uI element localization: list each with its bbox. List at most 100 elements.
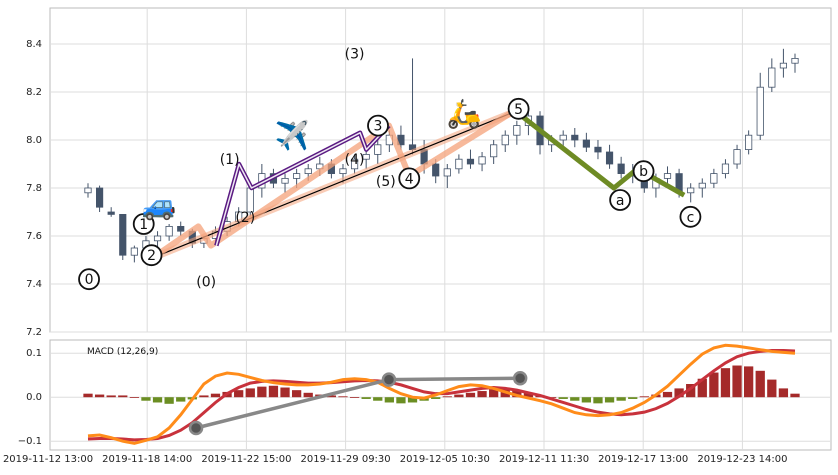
candle-body (281, 177, 289, 184)
macd-histogram-bar (778, 388, 789, 398)
x-tick-label: 2019-11-12 13:00 (3, 454, 93, 465)
macd-histogram-bar (639, 396, 649, 398)
wave-label-layer: 0 1 2 3 4 5 ab c (0) (1) (2) (3) (4) (5) 🚙 ✈️ 🛵 (78, 47, 702, 291)
macd-histogram-bar (558, 397, 568, 399)
macd-layer (83, 343, 800, 445)
candle-body (177, 225, 185, 232)
candle-body (432, 163, 440, 177)
macd-histogram-bar (118, 395, 128, 398)
price-y-tick-label: 7.8 (26, 183, 42, 194)
macd-y-tick-label: −0.1 (18, 436, 42, 447)
price-y-tick-label: 8.4 (26, 39, 42, 50)
candle-body (107, 211, 115, 215)
macd-histogram-bar (176, 397, 186, 402)
x-tick-label: 2019-11-18 14:00 (102, 454, 192, 465)
macd-histogram-bar (790, 393, 800, 398)
wave-label-text: (3) (345, 47, 365, 63)
candle-body (687, 187, 695, 194)
macd-histogram-bar (291, 390, 302, 398)
macd-histogram-bar (164, 397, 174, 404)
macd-histogram-bar (697, 378, 707, 398)
wave-label-text: b (639, 164, 648, 180)
candle-body (513, 125, 521, 136)
macd-histogram-bar (199, 395, 209, 398)
candle-body (165, 225, 173, 237)
macd-histogram-bar (720, 368, 731, 398)
candle-body (362, 153, 370, 160)
wave-label-circle (140, 244, 163, 267)
wave-label-circle (609, 189, 632, 211)
price-y-tick-label: 7.4 (26, 279, 42, 290)
macd-title: MACD (12,26,9) (87, 347, 158, 357)
macd-histogram-bar (338, 396, 348, 398)
macd-y-tick-label: 0.1 (26, 348, 42, 359)
macd-histogram-bar (593, 397, 603, 404)
macd-histogram-bar (210, 393, 221, 398)
candle-body (84, 187, 92, 194)
macd-histogram-bar (489, 389, 499, 398)
macd-histogram-bar (581, 397, 592, 403)
macd-histogram-bar (152, 397, 163, 403)
macd-histogram-bar (141, 397, 151, 401)
candle-body (350, 158, 359, 170)
candle-body (490, 144, 498, 158)
wave-line-salmon (151, 111, 512, 261)
wave-label-text: 5 (514, 102, 523, 118)
candle-body (733, 149, 741, 165)
price-y-tick-label: 7.2 (26, 327, 42, 338)
macd-histogram-bar (744, 366, 754, 398)
macd-histogram-bar (431, 397, 441, 399)
candle-body (605, 151, 614, 165)
candle-body (304, 168, 312, 175)
candle-body (710, 173, 718, 184)
overlay-layer (149, 110, 686, 262)
wave-label-text: (1) (220, 152, 240, 168)
price-y-tick-label: 7.6 (26, 231, 42, 242)
candle-body (745, 134, 753, 150)
scooter-marker-icon: 🛵 (446, 97, 481, 130)
wave-label-text: 2 (147, 248, 156, 264)
macd-histogram-bar (465, 392, 476, 398)
macd-histogram-bar (477, 391, 487, 398)
wave-label-circle (632, 160, 655, 183)
axis-layer: 2019-11-12 13:00 2019-11-18 14:00 2019-11-… (3, 39, 788, 465)
wave-label-circle (507, 97, 530, 120)
macd-histogram-bar (268, 385, 279, 398)
macd-histogram-bar (94, 394, 105, 398)
wave-line-purple-inner (215, 125, 390, 246)
candle-body (130, 247, 138, 256)
candle-body (153, 235, 162, 242)
car-marker-icon: 🚙 (142, 188, 177, 221)
macd-histogram-bar (570, 397, 580, 401)
candle-body (119, 213, 127, 256)
candle-body (466, 158, 475, 165)
x-tick-label: 2019-12-11 11:30 (499, 454, 589, 465)
macd-histogram-bar (303, 392, 313, 398)
price-y-tick-label: 8.2 (26, 87, 42, 98)
macd-histogram-bar (674, 388, 684, 398)
macd-histogram-bar (407, 397, 418, 403)
macd-histogram-bar (686, 384, 696, 398)
candle-body (246, 187, 254, 213)
candle-body (501, 134, 509, 146)
macd-histogram-bar (245, 388, 255, 398)
wave-label-circle (78, 268, 100, 291)
macd-histogram-bar (326, 395, 337, 398)
candle-body (571, 134, 579, 141)
macd-histogram-bar (454, 394, 464, 398)
candle-body (768, 67, 776, 88)
macd-histogram-bar (83, 393, 93, 398)
candle-body (791, 58, 799, 64)
wave-label-text: 3 (374, 119, 383, 135)
divergence-point (512, 371, 528, 386)
candle-body (594, 146, 602, 153)
macd-histogram-bar (755, 370, 765, 398)
macd-histogram-bar (349, 397, 360, 398)
wave-label-circle (398, 167, 421, 190)
macd-histogram-bar (106, 395, 116, 398)
grid-layer (50, 8, 831, 450)
wave-label-text: (5) (376, 174, 396, 190)
macd-histogram-bar (129, 397, 139, 398)
macd-y-tick-label: 0.0 (26, 392, 42, 403)
